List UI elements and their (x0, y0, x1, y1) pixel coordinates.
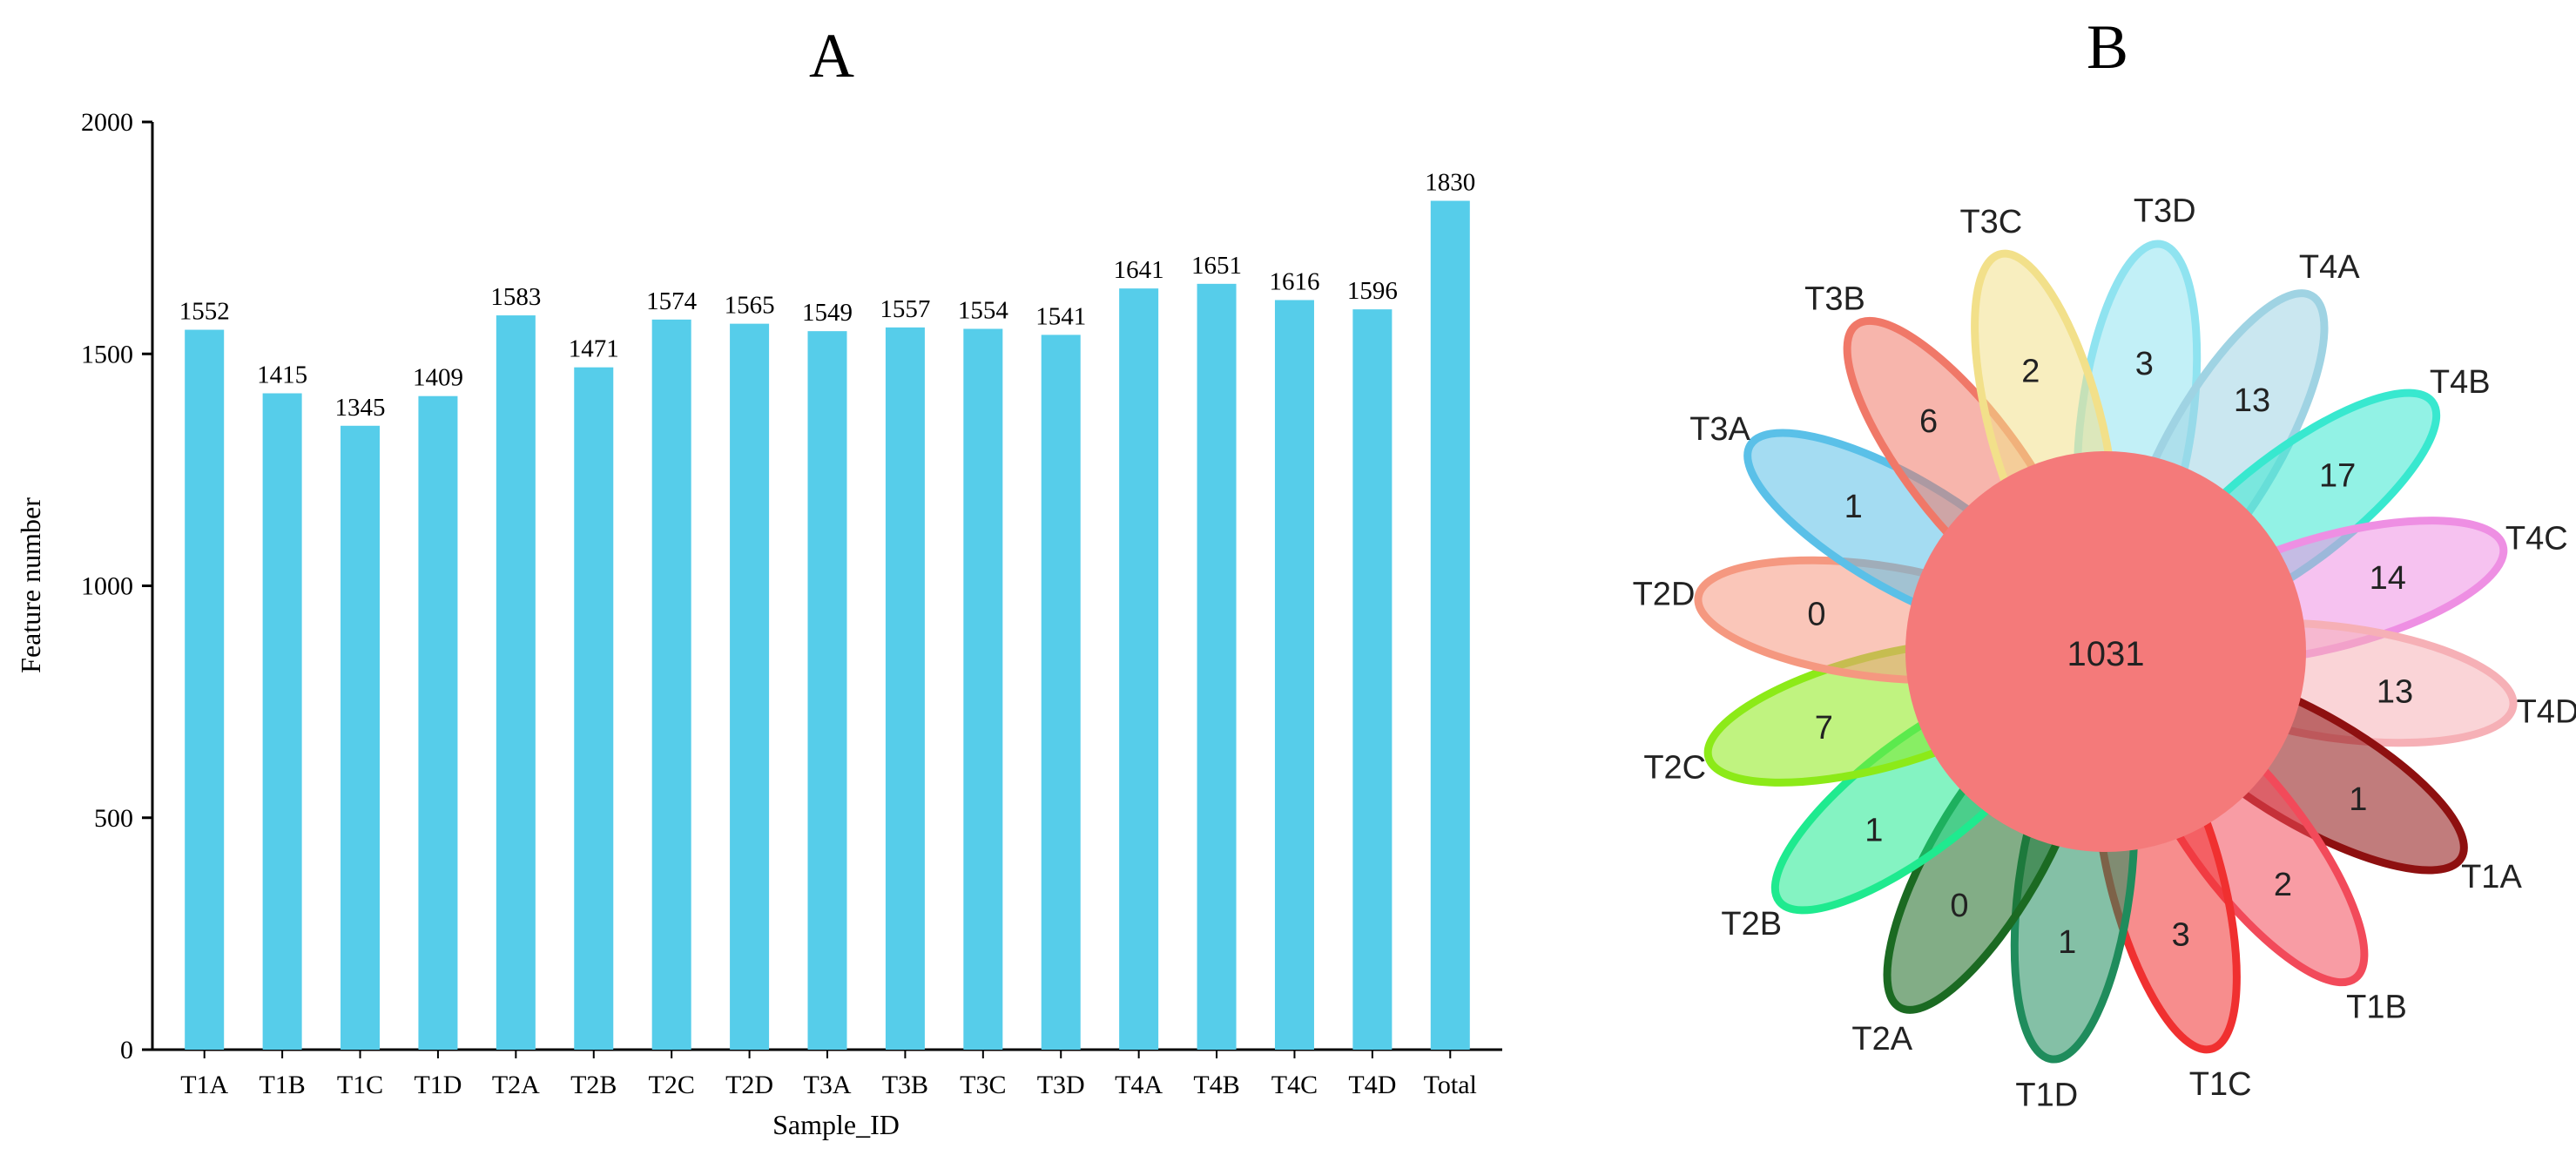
bar-value-label: 1549 (802, 299, 853, 327)
x-tick-label: T1D (414, 1071, 462, 1099)
bar-t2d (730, 324, 769, 1050)
core-count: 1031 (2067, 635, 2145, 673)
petal-name-t4a: T4A (2299, 249, 2360, 286)
bar-value-label: 1557 (880, 295, 930, 323)
petal-value-t4c: 14 (2370, 560, 2406, 597)
bar-t1b (263, 394, 302, 1050)
x-tick-label: T2A (492, 1071, 540, 1099)
bar-value-label: 1565 (725, 292, 775, 320)
bar-value-label: 1574 (646, 287, 698, 315)
x-tick-label: T3B (882, 1071, 928, 1099)
bar-value-label: 1471 (569, 335, 619, 363)
petal-name-t3d: T3D (2134, 193, 2196, 229)
petal-value-t2c: 7 (1815, 710, 1833, 747)
y-tick-label: 500 (94, 804, 133, 833)
petal-value-t3d: 3 (2135, 346, 2154, 382)
petal-value-t4d: 13 (2377, 673, 2413, 710)
bar-t2b (574, 368, 613, 1050)
x-tick-labels: T1A T1B T1C T1D T2A T2B T2C T2D T3A T3B T3C T3D T4A T… (180, 1050, 1477, 1099)
petal-value-t1a: 1 (2349, 781, 2367, 818)
bar-total (1431, 201, 1470, 1050)
petal-name-t4d: T4D (2517, 694, 2576, 731)
petal-name-t1b: T1B (2346, 990, 2407, 1026)
bar-t2a (496, 315, 536, 1050)
bar-t4b (1197, 284, 1237, 1050)
x-tick-label: T4B (1193, 1071, 1239, 1099)
petal-value-t2b: 1 (1865, 812, 1883, 848)
petal-name-t3a: T3A (1689, 411, 1750, 448)
bar-value-label: 1596 (1347, 277, 1398, 305)
petal-name-t4b: T4B (2430, 364, 2491, 401)
petal-name-t2c: T2C (1643, 750, 1706, 787)
petal-name-t1c: T1C (2189, 1066, 2252, 1103)
bar-t4d (1352, 309, 1392, 1050)
y-tick-label: 2000 (81, 108, 133, 137)
bar-t3a (808, 331, 847, 1050)
bar-value-label: 1554 (958, 296, 1009, 324)
x-tick-label: T3C (960, 1071, 1006, 1099)
petal-value-t4b: 17 (2319, 458, 2356, 495)
y-tick-label: 1000 (81, 572, 133, 601)
bar-t3d (1042, 334, 1081, 1050)
bar-value-label: 1583 (490, 283, 541, 311)
petal-name-t2b: T2B (1721, 906, 1782, 943)
bar-value-label: 1552 (179, 298, 230, 326)
x-tick-label: T1B (259, 1071, 305, 1099)
bar-t1d (418, 396, 457, 1050)
bar-t1a (185, 330, 224, 1050)
petal-value-t2a: 0 (1950, 888, 1968, 924)
x-tick-label: T1C (337, 1071, 383, 1099)
bar-value-label: 1641 (1114, 256, 1164, 284)
bar-value-label: 1830 (1425, 169, 1475, 197)
bar-t2c (652, 320, 691, 1050)
bar-t3c (963, 328, 1002, 1050)
bar-chart-panel: A 0 500 1000 1500 2000 1552 1415 1345 1409 1583 1… (15, 21, 1502, 1140)
y-axis-title: Feature number (15, 497, 46, 673)
bar-value-label: 1541 (1035, 302, 1086, 330)
x-tick-label: T3D (1037, 1071, 1085, 1099)
x-tick-label: T2B (570, 1071, 617, 1099)
petal-name-t1a: T1A (2461, 859, 2522, 895)
x-tick-label: Total (1424, 1071, 1477, 1099)
bars (185, 201, 1470, 1050)
petal-value-t1b: 2 (2274, 867, 2292, 903)
y-ticks: 0 500 1000 1500 2000 (81, 108, 152, 1064)
petal-value-t1d: 1 (2058, 924, 2076, 961)
x-tick-label: T4A (1115, 1071, 1163, 1099)
y-tick-label: 1500 (81, 340, 133, 368)
petal-name-t2a: T2A (1851, 1021, 1912, 1058)
petal-value-t3a: 1 (1844, 489, 1863, 525)
panel-label-a: A (809, 21, 854, 91)
x-tick-label: T2D (725, 1071, 773, 1099)
petal-name-t4c: T4C (2505, 520, 2568, 557)
bar-value-label: 1616 (1269, 267, 1319, 295)
petal-value-t1c: 3 (2172, 917, 2190, 954)
bar-t3b (886, 328, 925, 1050)
x-tick-label: T4D (1348, 1071, 1396, 1099)
y-tick-label: 0 (120, 1036, 133, 1064)
petal-value-t3b: 6 (1919, 403, 1938, 440)
x-tick-label: T2C (649, 1071, 695, 1099)
bar-value-label: 1409 (413, 364, 463, 392)
figure: A 0 500 1000 1500 2000 1552 1415 1345 1409 1583 1… (0, 0, 2576, 1169)
petal-name-t3b: T3B (1804, 280, 1865, 317)
bar-value-label: 1415 (257, 362, 307, 389)
bar-t4c (1275, 300, 1314, 1050)
petal-value-t2d: 0 (1807, 597, 1825, 633)
panel-label-b: B (2087, 12, 2128, 82)
bar-t1c (341, 426, 380, 1050)
x-axis-title: Sample_ID (772, 1109, 900, 1140)
petal-value-t3c: 2 (2021, 353, 2040, 389)
x-tick-label: T3A (804, 1071, 852, 1099)
bar-t4a (1119, 288, 1158, 1050)
bar-value-label: 1345 (335, 394, 386, 422)
x-tick-label: T4C (1271, 1071, 1318, 1099)
petal-value-t4a: 13 (2234, 382, 2270, 419)
bar-value-label: 1651 (1191, 252, 1242, 280)
petal-name-t3c: T3C (1959, 204, 2022, 240)
x-tick-label: T1A (180, 1071, 228, 1099)
petal-name-t1d: T1D (2015, 1078, 2078, 1114)
petal-name-t2d: T2D (1633, 576, 1696, 612)
